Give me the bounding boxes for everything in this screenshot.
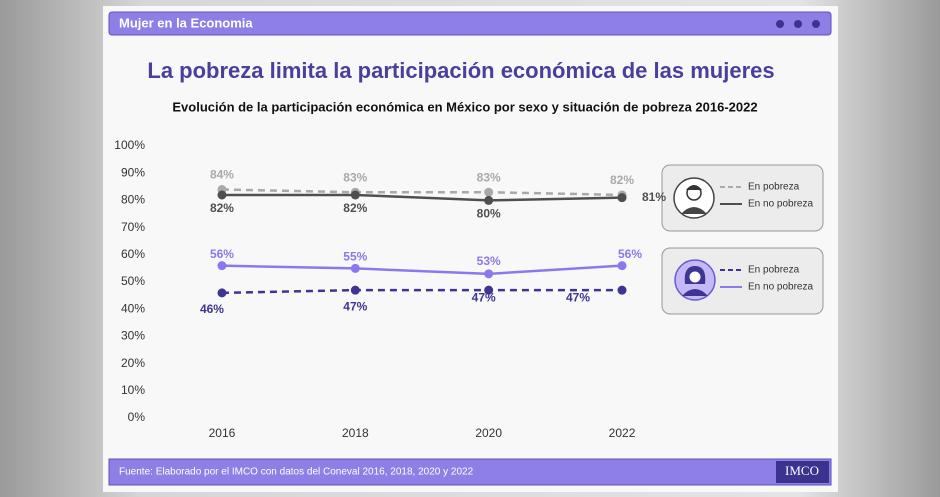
x-tick-label: 2020 bbox=[475, 426, 502, 440]
y-tick-label: 30% bbox=[121, 329, 145, 343]
dot[interactable] bbox=[794, 20, 802, 28]
y-tick-label: 70% bbox=[121, 220, 145, 234]
data-label: 55% bbox=[343, 250, 367, 264]
logo-box bbox=[776, 461, 829, 483]
footer-bar bbox=[108, 458, 832, 486]
point bbox=[484, 187, 494, 197]
y-tick-label: 40% bbox=[121, 301, 145, 315]
data-label: 47% bbox=[472, 290, 496, 304]
legend-label: En no pobreza bbox=[748, 282, 813, 293]
series-line bbox=[221, 193, 623, 202]
point bbox=[484, 285, 494, 295]
footer-source: Fuente: Elaborado por el IMCO con datos … bbox=[119, 467, 474, 478]
logo: IMCO bbox=[785, 463, 819, 478]
data-label: 81% bbox=[642, 190, 666, 204]
woman-icon bbox=[674, 259, 716, 301]
dot[interactable] bbox=[812, 20, 820, 28]
data-label: 47% bbox=[566, 290, 590, 304]
point bbox=[217, 261, 227, 271]
legend-label: En pobreza bbox=[748, 182, 800, 193]
point bbox=[484, 269, 494, 279]
data-label: 83% bbox=[477, 170, 501, 184]
chart-title: La pobreza limita la participación econó… bbox=[147, 58, 774, 83]
man-icon bbox=[673, 177, 715, 219]
point bbox=[484, 195, 494, 205]
data-label: 56% bbox=[210, 247, 234, 261]
point bbox=[617, 285, 627, 295]
x-tick-label: 2022 bbox=[609, 426, 636, 440]
y-tick-label: 20% bbox=[121, 356, 145, 370]
data-label: 56% bbox=[618, 247, 642, 261]
y-tick-label: 50% bbox=[121, 274, 145, 288]
series-line bbox=[221, 264, 623, 276]
y-tick-label: 100% bbox=[114, 138, 145, 152]
point bbox=[217, 288, 227, 298]
point bbox=[350, 263, 360, 273]
dot[interactable] bbox=[776, 20, 784, 28]
legend-label: En pobreza bbox=[748, 265, 800, 276]
data-label: 53% bbox=[477, 254, 501, 268]
data-label: 46% bbox=[200, 302, 224, 316]
data-label: 83% bbox=[343, 170, 367, 184]
point bbox=[617, 193, 627, 203]
data-label: 82% bbox=[610, 173, 634, 187]
data-label: 82% bbox=[210, 201, 234, 215]
header-title: Mujer en la Economia bbox=[119, 15, 253, 30]
series-line bbox=[221, 188, 623, 197]
data-label: 82% bbox=[343, 201, 367, 215]
point bbox=[350, 285, 360, 295]
y-tick-label: 80% bbox=[121, 193, 145, 207]
legend-label: En no pobreza bbox=[748, 199, 813, 210]
x-tick-label: 2018 bbox=[342, 426, 369, 440]
data-label: 80% bbox=[477, 207, 501, 221]
header-bar bbox=[108, 11, 832, 36]
y-tick-label: 10% bbox=[121, 383, 145, 397]
y-tick-label: 90% bbox=[121, 165, 145, 179]
point bbox=[350, 190, 360, 200]
y-tick-label: 0% bbox=[128, 410, 146, 424]
point bbox=[217, 190, 227, 200]
x-tick-label: 2016 bbox=[209, 426, 236, 440]
chart-subtitle: Evolución de la participación económica … bbox=[172, 99, 757, 114]
data-label: 84% bbox=[210, 168, 234, 182]
y-tick-label: 60% bbox=[121, 247, 145, 261]
data-label: 47% bbox=[343, 299, 367, 313]
series-line bbox=[221, 288, 623, 295]
point bbox=[617, 261, 627, 271]
